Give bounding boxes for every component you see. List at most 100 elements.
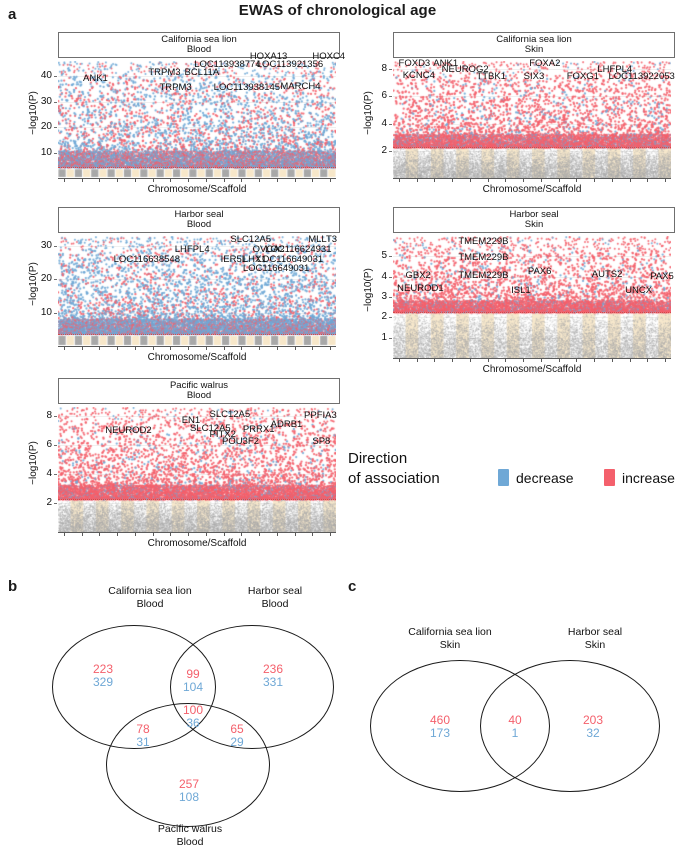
x-axis-title-pw-blood: Chromosome/Scaffold (147, 538, 247, 549)
venn-skin-set-csl-line1: California sea lion (408, 626, 492, 638)
y-tick-mark (54, 246, 57, 247)
gene-annotation: TMEM229B (458, 252, 509, 264)
y-tick-mark (389, 150, 392, 152)
x-tick-mark (134, 179, 136, 182)
x-axis-line (393, 178, 671, 179)
y-tick-mark (389, 256, 392, 258)
x-tick-mark (452, 359, 454, 362)
venn-blood-set-hs-line1: Harbor seal (247, 585, 303, 597)
gene-annotation: TTBK1 (476, 71, 506, 82)
gene-annotation: NEUROD2 (105, 424, 152, 436)
y-tick-label: 2 (46, 496, 52, 508)
x-tick-mark (294, 533, 296, 536)
x-tick-mark (294, 347, 296, 350)
x-tick-mark (117, 179, 119, 182)
scatter-points-csl-skin (393, 61, 671, 178)
gene-annotation: ANK1 (83, 73, 108, 85)
facet-strip-line1: California sea lion (496, 34, 572, 46)
venn-blood-csl-pw-increase: 78 (136, 722, 150, 736)
venn-blood-set-label-hs: Harbor seal Blood (205, 585, 345, 610)
gene-annotation: IER5L (220, 254, 248, 265)
x-tick-mark (81, 179, 83, 182)
x-tick-mark (629, 179, 631, 182)
panel-letter-b: b (8, 578, 18, 595)
x-tick-mark (99, 533, 101, 536)
x-tick-mark (558, 359, 560, 362)
x-tick-mark (594, 179, 596, 182)
venn-skin-circle-hs (480, 660, 660, 792)
gene-annotation: LOC116638548 (113, 254, 180, 265)
y-tick-mark (389, 317, 392, 319)
facet-strip-csl-blood: California sea lion Blood (58, 32, 340, 58)
legend-swatch-increase (604, 469, 615, 486)
y-tick-mark (389, 337, 392, 339)
venn-blood-count-triple: 100 36 (168, 704, 218, 729)
x-tick-mark (64, 179, 65, 182)
y-tick-label: 2 (381, 144, 387, 156)
venn-skin-set-hs-line2: Skin (584, 638, 606, 651)
x-tick-mark (647, 179, 649, 182)
venn-skin-csl-only-decrease: 173 (429, 725, 451, 740)
x-axis-line (58, 178, 336, 179)
x-tick-mark (259, 533, 261, 536)
x-tick-mark (170, 347, 172, 350)
venn-blood-count-pw-only: 257 108 (164, 778, 214, 803)
facet-strip-line2: Blood (186, 390, 212, 401)
gene-annotation: SLC12A5 (230, 234, 272, 245)
y-tick-label: 6 (46, 438, 52, 450)
venn-blood-count-csl-hs: 99 104 (168, 668, 218, 693)
legend-title-line1: Direction (348, 450, 408, 467)
legend-label-increase: increase (622, 470, 675, 486)
x-tick-mark (81, 533, 83, 536)
x-tick-mark (330, 179, 331, 182)
x-tick-mark (416, 179, 418, 182)
significance-threshold-line (58, 167, 336, 169)
x-tick-mark (312, 179, 314, 182)
facet-strip-line2: Skin (524, 219, 544, 230)
x-tick-mark (241, 347, 243, 350)
venn-blood-hs-only-increase: 236 (262, 662, 284, 676)
venn-blood-count-csl-pw: 78 31 (118, 723, 168, 748)
gene-annotation: PAX5 (650, 270, 674, 282)
plot-area-hs-skin (393, 236, 671, 358)
x-tick-mark (117, 347, 119, 350)
venn-blood-set-csl-line2: Blood (136, 597, 164, 610)
venn-skin-count-csl-only: 460 173 (415, 714, 465, 739)
venn-blood-csl-only-decrease: 329 (92, 674, 114, 689)
venn-skin-set-label-hs: Harbor seal Skin (530, 626, 660, 651)
y-tick-label: 4 (46, 467, 52, 479)
y-tick-mark (54, 101, 57, 103)
y-tick-label: 4 (381, 270, 387, 282)
venn-skin-overlap-decrease: 1 (511, 725, 519, 740)
venn-skin-overlap-increase: 40 (508, 713, 522, 727)
gene-annotation: SLC12A5 (209, 409, 251, 421)
x-tick-mark (434, 359, 436, 362)
y-tick-label: 3 (381, 291, 387, 302)
x-tick-mark (241, 533, 243, 536)
y-tick-label: 30 (40, 240, 52, 251)
venn-blood-count-hs-pw: 65 29 (212, 723, 262, 748)
x-tick-mark (205, 533, 207, 536)
gene-annotation: LHFPL4 (174, 244, 210, 255)
legend-label-decrease: decrease (516, 470, 574, 486)
plot-area-hs-blood (58, 236, 336, 346)
y-tick-label: 5 (381, 250, 387, 262)
gene-annotation: HOXC4 (312, 51, 346, 63)
y-tick-label: 20 (40, 273, 52, 285)
facet-strip-line1: Harbor seal (174, 209, 224, 221)
x-tick-mark (399, 359, 400, 362)
x-tick-mark (576, 179, 578, 182)
x-tick-mark (64, 347, 65, 350)
x-tick-mark (188, 533, 190, 536)
venn-skin-hs-only-decrease: 32 (586, 725, 600, 740)
x-tick-mark (665, 359, 666, 362)
venn-blood-csl-only-increase: 223 (92, 662, 114, 676)
x-tick-mark (294, 179, 296, 182)
figure-title: EWAS of chronological age (238, 2, 437, 19)
venn-blood-triple-increase: 100 (182, 703, 204, 717)
direction-legend: Direction of association decrease increa… (348, 444, 675, 504)
venn-skin-count-hs-only: 203 32 (568, 714, 618, 739)
x-tick-mark (487, 359, 489, 362)
gene-annotation: SLC12A5 (190, 423, 231, 435)
legend-swatch-decrease (498, 469, 509, 486)
